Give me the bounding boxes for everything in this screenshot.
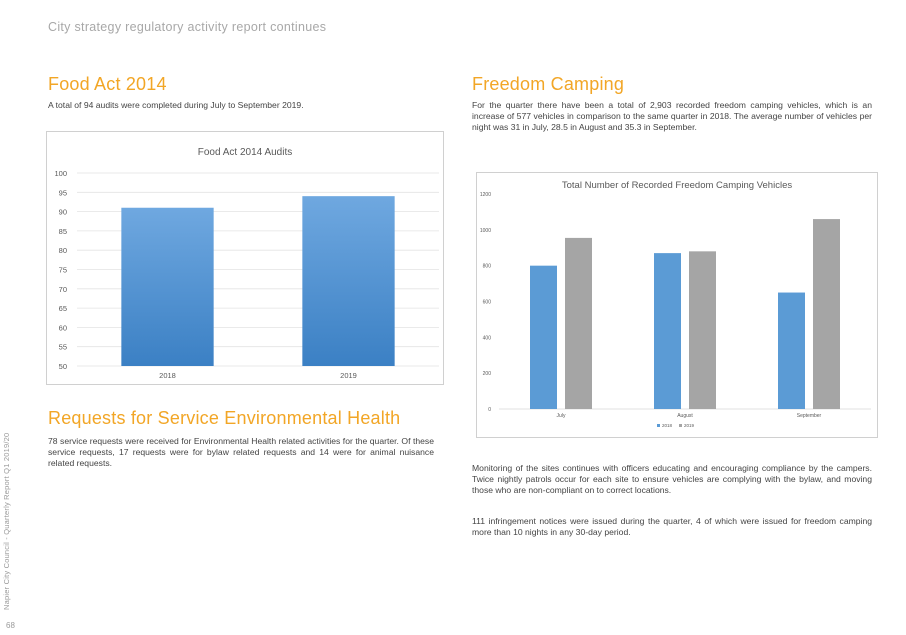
freedom-camping-heading: Freedom Camping: [472, 74, 625, 94]
y-tick-label: 800: [483, 264, 492, 270]
y-tick-label: 85: [59, 227, 67, 236]
x-tick-label: September: [797, 413, 822, 419]
y-tick-label: 80: [59, 246, 67, 255]
infringements-text: 111 infringement notices were issued dur…: [472, 516, 872, 537]
requests-heading: Requests for Service Environmental Healt…: [48, 408, 401, 428]
bar: [121, 207, 214, 366]
sidebar-report-label: Napier City Council - Quarterly Report Q…: [2, 432, 11, 610]
x-tick-label: August: [677, 413, 693, 419]
bar: [530, 265, 557, 409]
y-tick-label: 95: [59, 188, 67, 197]
food-act-chart-svg: Food Act 2014 Audits 50 55 60 65 70 75 80 85 90 95…: [54, 147, 439, 380]
legend-label: 2018: [662, 423, 673, 428]
y-tick-label: 70: [59, 285, 67, 294]
bar: [565, 237, 592, 409]
freedom-camping-chart: Total Number of Recorded Freedom Camping…: [476, 172, 878, 438]
legend-label: 2019: [684, 423, 695, 428]
y-tick-label: 200: [483, 371, 492, 377]
chart-title: Food Act 2014 Audits: [198, 147, 293, 158]
bar: [302, 196, 395, 366]
x-tick-label: July: [557, 413, 566, 419]
x-tick-label: 2019: [340, 371, 357, 380]
y-tick-label: 1200: [480, 192, 491, 198]
y-tick-label: 65: [59, 304, 67, 313]
bar: [654, 253, 681, 409]
freedom-camping-chart-svg: Total Number of Recorded Freedom Camping…: [480, 180, 871, 428]
y-tick-label: 50: [59, 362, 67, 371]
page-header: City strategy regulatory activity report…: [48, 20, 327, 34]
y-tick-label: 90: [59, 208, 67, 217]
legend-swatch: [679, 424, 682, 427]
page-number: 68: [6, 621, 15, 630]
freedom-camping-text: For the quarter there have been a total …: [472, 100, 872, 132]
food-act-chart: Food Act 2014 Audits 50 55 60 65 70 75 80 85 90 95…: [46, 131, 444, 385]
y-tick-label: 1000: [480, 228, 491, 234]
bar: [813, 219, 840, 409]
requests-text: 78 service requests were received for En…: [48, 436, 434, 468]
food-act-text: A total of 94 audits were completed duri…: [48, 100, 304, 110]
y-tick-label: 60: [59, 323, 67, 332]
y-tick-label: 0: [488, 407, 491, 413]
bar: [778, 292, 805, 409]
y-tick-label: 600: [483, 300, 492, 306]
x-tick-label: 2018: [159, 371, 176, 380]
legend-swatch: [657, 424, 660, 427]
monitoring-text: Monitoring of the sites continues with o…: [472, 463, 872, 495]
chart-title: Total Number of Recorded Freedom Camping…: [562, 180, 792, 191]
bar: [689, 251, 716, 409]
y-tick-label: 55: [59, 343, 67, 352]
food-act-heading: Food Act 2014: [48, 74, 167, 94]
y-tick-label: 100: [54, 169, 67, 178]
y-tick-label: 75: [59, 266, 67, 275]
y-tick-label: 400: [483, 335, 492, 341]
